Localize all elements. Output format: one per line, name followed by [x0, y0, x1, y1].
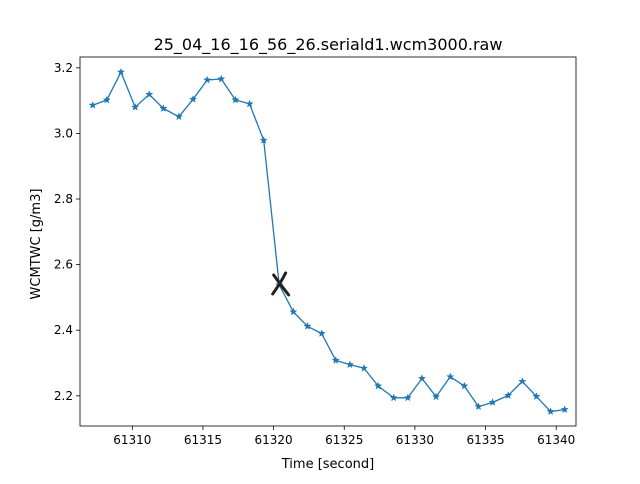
- cross-marker-annotation: [271, 271, 291, 297]
- data-point-marker: [460, 381, 469, 390]
- y-tick-label: 2.8: [54, 192, 73, 206]
- data-point-marker: [446, 372, 455, 381]
- data-point-marker: [259, 135, 268, 144]
- cross-stroke: [272, 273, 291, 297]
- data-point-marker: [131, 102, 140, 111]
- annotation-layer: [271, 271, 291, 297]
- data-point-marker: [217, 74, 226, 83]
- data-point-marker: [560, 405, 569, 414]
- data-point-marker: [431, 392, 441, 401]
- data-point-marker: [289, 307, 298, 316]
- data-point-marker: [417, 374, 427, 382]
- x-tick-label: 61330: [396, 433, 434, 447]
- data-point-marker: [317, 329, 326, 338]
- data-point-marker: [102, 95, 111, 104]
- data-point-marker: [403, 393, 412, 402]
- y-tick-label: 2.4: [54, 323, 73, 337]
- data-point-marker: [245, 99, 254, 108]
- y-axis-label: WCMTWC [g/m3]: [29, 189, 44, 300]
- data-point-marker: [231, 95, 240, 104]
- data-point-marker: [331, 356, 340, 364]
- data-point-marker: [488, 398, 497, 406]
- x-tick-label: 61325: [325, 433, 363, 447]
- data-point-marker: [174, 112, 184, 121]
- cross-stroke: [271, 271, 288, 296]
- plot-frame: [79, 56, 577, 427]
- data-point-marker: [303, 321, 312, 330]
- x-tick-label: 61310: [113, 433, 151, 447]
- y-tick-label: 3.0: [54, 126, 73, 140]
- x-tick-label: 61335: [466, 433, 504, 447]
- x-tick-label: 61320: [255, 433, 293, 447]
- y-tick-label: 2.6: [54, 258, 73, 272]
- data-point-marker: [116, 67, 126, 76]
- data-point-marker: [504, 391, 513, 399]
- axes: 61310 61315 61320 61325 61330 61335 61340 2.2 2.…: [54, 56, 577, 447]
- data-point-marker: [145, 90, 154, 98]
- data-point-marker: [88, 100, 97, 109]
- data-point-marker: [345, 360, 355, 369]
- y-tick-label: 2.2: [54, 389, 73, 403]
- data-point-marker: [389, 393, 398, 402]
- chart-title: 25_04_16_16_56_26.seriald1.wcm3000.raw: [154, 35, 503, 55]
- y-tick-label: 3.2: [54, 61, 73, 75]
- x-tick-label: 61315: [184, 433, 222, 447]
- series-layer: [88, 67, 569, 416]
- data-point-marker: [474, 402, 483, 411]
- data-point-marker: [374, 381, 383, 390]
- data-point-marker: [546, 407, 555, 416]
- data-point-marker: [518, 377, 527, 385]
- series-line: [92, 71, 565, 413]
- data-point-marker: [359, 363, 369, 372]
- data-point-marker: [532, 392, 541, 400]
- data-point-marker: [159, 104, 168, 112]
- data-point-marker: [188, 94, 198, 103]
- x-axis-label: Time [second]: [281, 457, 374, 472]
- x-tick-label: 61340: [537, 433, 575, 447]
- data-point-marker: [203, 75, 212, 84]
